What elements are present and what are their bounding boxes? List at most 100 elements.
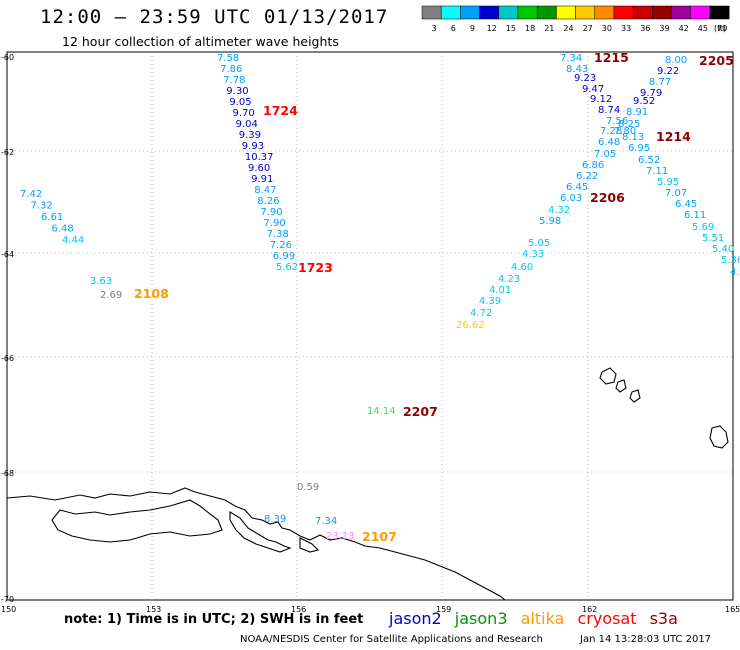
legend-tick-label: 24 <box>563 24 573 33</box>
pass-id-label: 2107 <box>362 529 397 544</box>
legend-swatch <box>421 5 442 20</box>
legend-swatch <box>709 5 730 20</box>
swh-value: 9.47 <box>582 84 604 95</box>
swh-value: 7.80 <box>614 126 636 137</box>
swh-value: 9.60 <box>248 163 270 174</box>
y-tick: -70 <box>1 595 14 604</box>
swh-value: 6.45 <box>566 182 588 193</box>
swh-value: 6.61 <box>41 212 63 223</box>
swh-value: 7.28 <box>600 126 622 137</box>
legend-swatch <box>556 5 576 20</box>
swh-value: 7.26 <box>270 240 292 251</box>
swh-value: 8.00 <box>665 55 687 66</box>
legend-tick-label: 18 <box>525 24 535 33</box>
pass-id-label: 2207 <box>403 404 438 419</box>
legend-swatch <box>517 5 538 20</box>
swh-value: 4.39 <box>479 296 501 307</box>
legend-tick-label: 6 <box>451 24 456 33</box>
swh-value: 0.59 <box>297 482 319 493</box>
swh-value: 8.26 <box>257 196 279 207</box>
legend-swatch <box>652 5 672 20</box>
swh-value: 6.48 <box>52 224 74 235</box>
legend-swatch <box>690 5 711 20</box>
swh-value: 9.52 <box>633 96 655 107</box>
legend-tick-label: 42 <box>679 24 689 33</box>
y-tick: -62 <box>1 148 14 157</box>
swh-value: 7.58 <box>217 53 239 64</box>
legend-tick-label: 12 <box>487 24 497 33</box>
swh-value: 3.63 <box>90 276 112 287</box>
swh-value: 5.98 <box>539 216 561 227</box>
swh-value: 5.62 <box>276 262 298 273</box>
swh-value: 6.52 <box>638 155 660 166</box>
swh-value: 6.48 <box>598 137 620 148</box>
satellite-legend: jason2 jason3 altika cryosat s3a <box>389 609 686 628</box>
swh-value: 9.70 <box>233 108 255 119</box>
legend-tick-label: 27 <box>583 24 593 33</box>
swh-value: 6.22 <box>576 171 598 182</box>
swh-value: 8.39 <box>264 514 286 525</box>
x-tick: 159 <box>436 605 451 614</box>
swh-value: 9.39 <box>239 130 261 141</box>
swh-value: 5.36 <box>721 255 740 266</box>
coastline <box>6 367 729 601</box>
swh-value: 23.13 <box>326 531 355 542</box>
generated-timestamp: Jan 14 13:28:03 UTC 2017 <box>580 634 712 645</box>
swh-value: 6.03 <box>560 193 582 204</box>
swh-value: 7.90 <box>260 207 282 218</box>
swh-value: 7.78 <box>223 75 245 86</box>
legend-swatch <box>498 5 519 20</box>
legend-swatch <box>613 5 634 20</box>
swh-value: 5.05 <box>528 238 550 249</box>
legend-tick-label: 15 <box>506 24 516 33</box>
swh-value: 8.47 <box>254 185 276 196</box>
swh-value: 9.12 <box>590 94 612 105</box>
swh-value: 8.77 <box>649 77 671 88</box>
legend-tick-label: 30 <box>602 24 612 33</box>
legend-swatch <box>671 5 692 20</box>
swh-value: 4.72 <box>470 308 492 319</box>
y-tick: -64 <box>1 250 14 259</box>
footnote: note: 1) Time is in UTC; 2) SWH is in fe… <box>64 612 364 627</box>
legend-tick-label: 21 <box>544 24 554 33</box>
map-grid <box>7 52 733 600</box>
credit-line: NOAA/NESDIS Center for Satellite Applica… <box>240 634 543 645</box>
swh-value: 10.37 <box>245 152 274 163</box>
legend-swatch <box>479 5 500 20</box>
swh-value: 2.69 <box>100 290 122 301</box>
satellite-jason2: jason2 <box>389 609 442 628</box>
swh-value: 7.90 <box>264 218 286 229</box>
page-title: 12:00 – 23:59 UTC 01/13/2017 <box>40 6 389 28</box>
swh-value: 7.05 <box>594 149 616 160</box>
legend-tick-label: 3 <box>432 24 437 33</box>
legend-tick-label: 9 <box>470 24 475 33</box>
swh-value: 8.13 <box>622 132 644 143</box>
legend-swatch <box>460 5 480 20</box>
swh-value: 4.01 <box>489 285 511 296</box>
swh-value: 7.11 <box>646 166 668 177</box>
swh-value: 7.34 <box>560 53 582 64</box>
pass-id-label: 2206 <box>590 190 625 205</box>
legend-tick-label: 70 <box>717 24 727 33</box>
swh-value: 9.91 <box>251 174 273 185</box>
satellite-jason3: jason3 <box>454 609 508 628</box>
x-tick: 153 <box>146 605 161 614</box>
swh-value: 9.79 <box>640 88 662 99</box>
legend-swatch <box>536 5 557 20</box>
map-frame <box>6 51 734 601</box>
swh-value: 9.93 <box>242 141 264 152</box>
swh-value: 6.45 <box>675 199 697 210</box>
swh-value: 9.23 <box>574 73 596 84</box>
x-tick: 150 <box>1 605 16 614</box>
swh-value: 8.74 <box>598 105 620 116</box>
swh-value: 4.44 <box>62 235 84 246</box>
y-tick: -68 <box>1 469 14 478</box>
pass-id-label: 1215 <box>594 50 629 65</box>
swh-value: 5.69 <box>692 222 714 233</box>
satellite-altika: altika <box>520 609 565 628</box>
swh-value: 4. <box>730 267 740 278</box>
x-tick: 162 <box>582 605 597 614</box>
legend-unit: (ft) <box>714 24 726 33</box>
legend-tick-label: 36 <box>640 24 650 33</box>
legend-swatch <box>440 5 461 20</box>
